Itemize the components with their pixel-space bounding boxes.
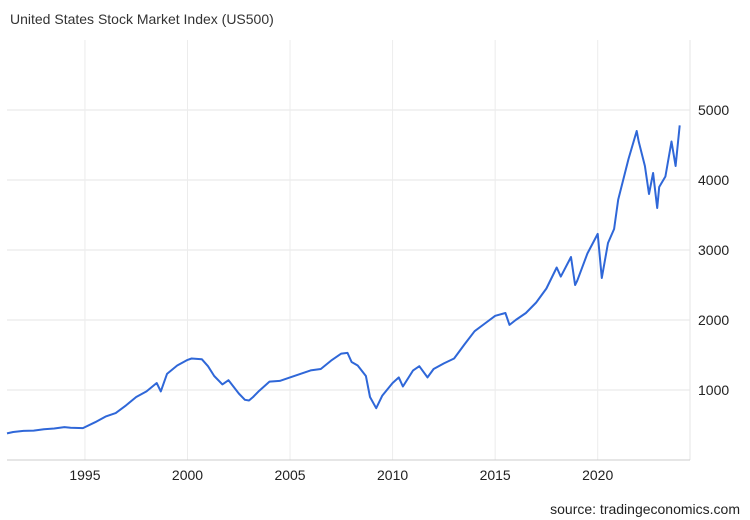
y-tick-label-3000: 3000 bbox=[698, 242, 729, 258]
source-attribution: source: tradingeconomics.com bbox=[550, 501, 740, 517]
y-tick-label-2000: 2000 bbox=[698, 312, 729, 328]
chart-axes bbox=[7, 40, 691, 461]
x-tick-label-2005: 2005 bbox=[274, 467, 305, 483]
chart-title: United States Stock Market Index (US500) bbox=[10, 11, 274, 27]
series-line-0 bbox=[6, 125, 681, 435]
x-tick-label-2010: 2010 bbox=[377, 467, 408, 483]
y-tick-label-5000: 5000 bbox=[698, 102, 729, 118]
tick-labels: 1000 2000 3000 4000 5000 1995 2000 2005 2010 2015… bbox=[69, 102, 729, 483]
y-tick-label-4000: 4000 bbox=[698, 172, 729, 188]
y-tick-label-1000: 1000 bbox=[698, 382, 729, 398]
series-group bbox=[6, 125, 681, 435]
x-tick-label-2020: 2020 bbox=[582, 467, 613, 483]
grid-lines bbox=[7, 40, 690, 460]
x-tick-label-2015: 2015 bbox=[480, 467, 511, 483]
x-tick-label-2000: 2000 bbox=[172, 467, 203, 483]
x-tick-label-1995: 1995 bbox=[69, 467, 100, 483]
